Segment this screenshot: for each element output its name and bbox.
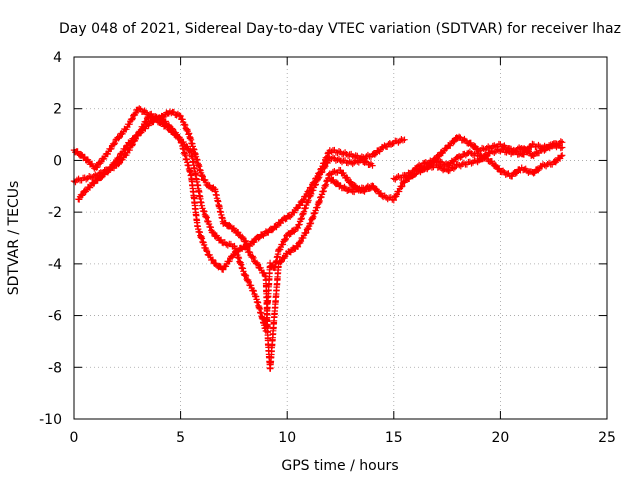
- x-tick-label: 10: [278, 430, 296, 446]
- y-tick-label: -4: [48, 257, 62, 273]
- data-points: [70, 105, 566, 372]
- series-markers: [411, 148, 566, 180]
- series-arc-1: [70, 105, 408, 250]
- y-tick-label: 0: [53, 153, 62, 169]
- y-tick-label: 4: [53, 50, 62, 66]
- plot-frame: [73, 56, 608, 420]
- x-tick-label: 25: [598, 430, 616, 446]
- y-tick-label: -8: [48, 360, 62, 376]
- x-tick-label: 0: [70, 430, 79, 446]
- chart-title: Day 048 of 2021, Sidereal Day-to-day VTE…: [59, 21, 621, 37]
- series-markers: [75, 114, 376, 372]
- x-tick-label: 5: [176, 430, 185, 446]
- x-axis-label: GPS time / hours: [281, 458, 398, 474]
- y-tick-label: 2: [53, 102, 62, 118]
- y-tick-label: -2: [48, 205, 62, 221]
- x-tick-label: 15: [385, 430, 403, 446]
- x-tick-label: 20: [491, 430, 509, 446]
- series-arc-6: [411, 148, 566, 180]
- y-axis-label: SDTVAR / TECUs: [6, 181, 22, 296]
- y-tick-label: -10: [39, 412, 62, 428]
- grid-lines: [74, 57, 607, 419]
- series-markers: [70, 105, 408, 250]
- y-tick-label: -6: [48, 309, 62, 325]
- series-arc-3: [75, 114, 376, 372]
- axis-ticks: 0 5 10 15 20 25 -10 -8 -6 -4 -2 0 2 4: [39, 50, 616, 446]
